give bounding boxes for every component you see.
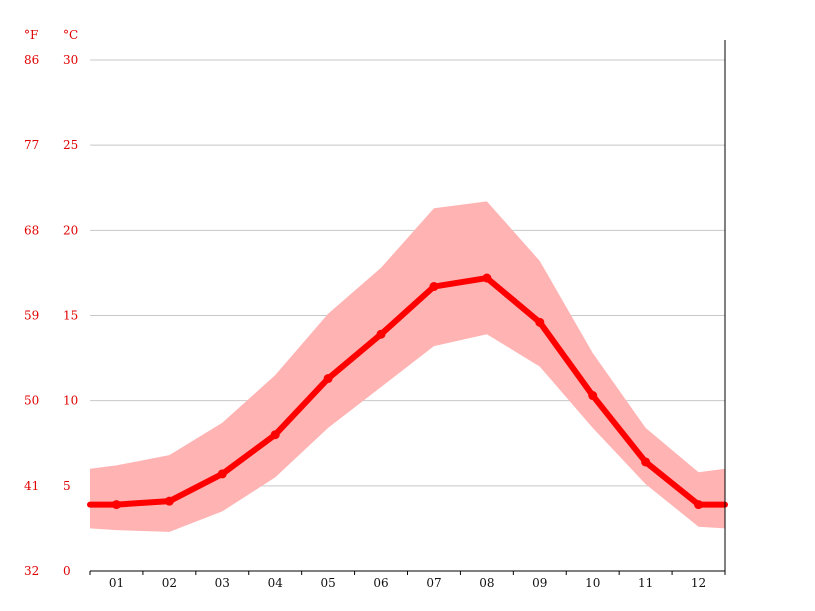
- fahrenheit-tick-label: 59: [24, 309, 39, 323]
- fahrenheit-tick-label: 86: [24, 53, 39, 67]
- average-temperature-point: [641, 457, 651, 467]
- fahrenheit-tick-label: 41: [24, 479, 39, 493]
- celsius-tick-labels: 0 5 10 15 20 25 30: [63, 53, 78, 578]
- average-temperature-point: [270, 430, 280, 440]
- month-tick-label: 03: [215, 576, 230, 590]
- average-temperature-point: [111, 500, 121, 510]
- celsius-tick-label: 25: [63, 138, 78, 152]
- celsius-tick-label: 15: [63, 309, 78, 323]
- average-temperature-line: [87, 275, 728, 508]
- celsius-tick-label: 5: [63, 479, 71, 493]
- average-temperature-point: [164, 496, 174, 506]
- month-tick-label: 05: [320, 576, 335, 590]
- average-temperature-point: [376, 329, 386, 339]
- month-tick-labels: 01 02 03 04 05 06 07 08 09 10 11 12: [109, 576, 706, 590]
- celsius-tick-label: 0: [63, 564, 71, 578]
- temperature-band-area: [90, 201, 725, 532]
- average-temperature-point: [217, 469, 227, 479]
- axes: [89, 40, 726, 575]
- temperature-range-band: [90, 201, 725, 532]
- month-tick-label: 11: [638, 576, 653, 590]
- average-temperature-point: [482, 273, 492, 283]
- average-temperature-series: [87, 273, 728, 510]
- celsius-unit-label: °C: [63, 28, 78, 42]
- average-temperature-point: [535, 317, 545, 327]
- celsius-tick-label: 20: [63, 223, 78, 237]
- fahrenheit-tick-label: 50: [24, 394, 39, 408]
- month-tick-label: 07: [426, 576, 441, 590]
- celsius-tick-label: 10: [63, 394, 78, 408]
- average-temperature-point: [694, 500, 704, 510]
- month-tick-label: 09: [532, 576, 547, 590]
- fahrenheit-unit-label: °F: [24, 28, 38, 42]
- month-tick-label: 12: [691, 576, 706, 590]
- month-tick-label: 01: [109, 576, 124, 590]
- fahrenheit-tick-label: 68: [24, 223, 39, 237]
- celsius-tick-label: 30: [63, 53, 78, 67]
- fahrenheit-tick-labels: 32 41 50 59 68 77 86: [24, 53, 39, 578]
- average-temperature-point: [429, 282, 439, 292]
- month-tick-label: 04: [268, 576, 284, 590]
- month-tick-label: 06: [373, 576, 388, 590]
- month-tick-label: 02: [162, 576, 177, 590]
- month-tick-label: 10: [585, 576, 600, 590]
- average-temperature-point: [588, 391, 598, 401]
- fahrenheit-tick-label: 32: [24, 564, 39, 578]
- average-temperature-point: [323, 374, 333, 384]
- month-tick-label: 08: [479, 576, 494, 590]
- fahrenheit-tick-label: 77: [24, 138, 39, 152]
